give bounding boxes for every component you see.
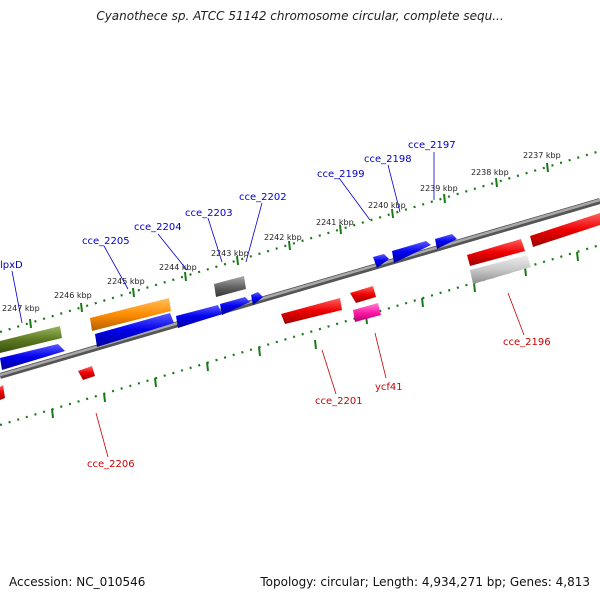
accession-text: Accession: NC_010546 <box>9 575 146 589</box>
svg-text:2247 kbp: 2247 kbp <box>2 304 40 313</box>
label-cce_2202: cce_2202 <box>239 192 287 203</box>
gene-lpxD-feature[interactable] <box>0 326 62 353</box>
gene-blue-feature-7[interactable] <box>435 234 457 249</box>
label-cce_2201: cce_2201 <box>315 396 363 407</box>
genome-summary-text: Topology: circular; Length: 4,934,271 bp… <box>260 575 590 589</box>
svg-text:2246 kbp: 2246 kbp <box>54 291 92 300</box>
gene-blue-feature-1[interactable] <box>0 344 65 370</box>
gene-cce_2196-feature[interactable] <box>467 239 525 266</box>
label-cce_2198: cce_2198 <box>364 154 412 165</box>
gene-cce_2206-feature[interactable] <box>78 366 95 380</box>
label-ycf41: ycf41 <box>375 382 403 393</box>
gene-blue-feature-4[interactable] <box>220 297 250 315</box>
gene-blue-feature-6[interactable] <box>392 241 431 263</box>
forward-gene-labels: cce_2197 cce_2198 cce_2199 cce_2202 cce_… <box>0 140 456 271</box>
ruler-labels: 2237 kbp 2238 kbp 2239 kbp 2240 kbp 2241… <box>2 151 561 313</box>
label-cce_2204: cce_2204 <box>134 222 182 233</box>
chromosome-backbone <box>0 198 600 379</box>
label-cce_2199: cce_2199 <box>317 169 365 180</box>
svg-text:2237 kbp: 2237 kbp <box>523 151 561 160</box>
reverse-strand-features[interactable] <box>0 213 600 400</box>
gene-red-right-feature[interactable] <box>530 213 600 247</box>
label-cce_2205: cce_2205 <box>82 236 130 247</box>
gene-lightgray-feature[interactable] <box>470 255 531 284</box>
label-lpxD: lpxD <box>0 260 23 271</box>
gene-red-small-feature[interactable] <box>350 286 376 303</box>
svg-text:2241 kbp: 2241 kbp <box>316 218 354 227</box>
gene-red-edge-feature[interactable] <box>0 385 5 400</box>
gene-cce_2201-feature[interactable] <box>281 298 342 324</box>
outer-major-ticks <box>29 162 549 329</box>
svg-text:2244 kbp: 2244 kbp <box>159 263 197 272</box>
gene-blue-feature-3[interactable] <box>176 305 222 328</box>
svg-text:2240 kbp: 2240 kbp <box>368 201 406 210</box>
gene-blue-feature-2[interactable] <box>95 313 174 347</box>
reverse-leader-lines <box>95 292 525 458</box>
gene-orange-feature[interactable] <box>90 298 171 331</box>
gene-gray-feature[interactable] <box>214 276 246 297</box>
outer-ruler-track <box>0 149 600 334</box>
svg-text:2242 kbp: 2242 kbp <box>264 233 302 242</box>
gene-blue-feature-5[interactable] <box>373 254 389 268</box>
gene-blue-small-1[interactable] <box>251 292 263 305</box>
reverse-gene-labels: cce_2196 ycf41 cce_2201 cce_2206 <box>87 337 551 470</box>
label-cce_2197: cce_2197 <box>408 140 456 151</box>
svg-text:2238 kbp: 2238 kbp <box>471 168 509 177</box>
gene-ycf41-feature[interactable] <box>353 303 381 322</box>
svg-text:2245 kbp: 2245 kbp <box>107 277 145 286</box>
svg-text:2239 kbp: 2239 kbp <box>420 184 458 193</box>
map-title: Cyanothece sp. ATCC 51142 chromosome cir… <box>96 9 504 23</box>
forward-strand-features[interactable] <box>0 234 457 370</box>
label-cce_2196: cce_2196 <box>503 337 551 348</box>
forward-leader-lines <box>11 152 435 324</box>
label-cce_2203: cce_2203 <box>185 208 233 219</box>
label-cce_2206: cce_2206 <box>87 459 135 470</box>
svg-text:2243 kbp: 2243 kbp <box>211 249 249 258</box>
